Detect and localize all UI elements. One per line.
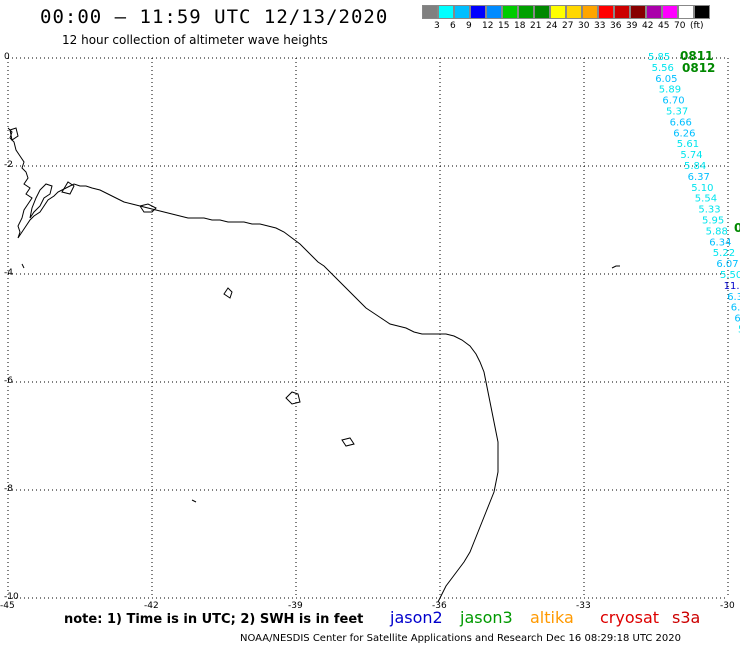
coastline-islands-north [9,127,75,219]
satellite-label-jason2: jason2 [390,608,443,627]
satellite-label-s3a: s3a [672,608,701,627]
wave-height-label: 5.37 [666,107,688,118]
legend-label: 36 [610,21,622,31]
wave-height-label: 6.34 [709,237,731,248]
legend-label: 70 [674,21,686,31]
island-5 [191,499,197,503]
wave-height-label: 5.88 [706,226,728,237]
legend-swatch [534,5,550,19]
island-1 [139,203,157,213]
wave-height-label: 5.85 [648,52,670,63]
graticule [7,57,729,599]
wave-height-label: 5.84 [684,161,706,172]
legend-swatch [678,5,694,19]
wave-height-label: 5.22 [713,248,735,259]
island-7 [21,263,25,269]
island-4 [341,437,355,447]
satellite-label-cryosat: cryosat [600,608,660,627]
legend-label: 24 [546,21,558,31]
map-title: 00:00 – 11:59 UTC 12/13/2020 [40,6,389,28]
legend-swatch [502,5,518,19]
altimeter-track: 081108125.855.566.055.896.705.376.666.26… [648,49,740,336]
wave-height-label: 5.74 [680,150,702,161]
legend-swatch [438,5,454,19]
legend-swatch [550,5,566,19]
track-edge-marker: 0 [734,221,740,235]
y-tick-label: -6 [4,376,13,386]
legend-label: 30 [578,21,590,31]
island-3 [285,391,301,405]
legend-swatch [422,5,438,19]
legend-label: 12 [482,21,494,31]
island-6 [611,265,620,269]
x-tick-label: -42 [144,601,159,611]
wave-height-label: 5.56 [652,63,674,74]
satellite-label-jason3: jason3 [460,608,513,627]
wave-height-label: 6.70 [662,96,684,107]
legend-swatch [646,5,662,19]
legend-label: 33 [594,21,606,31]
track-time-label: 0811 [680,49,713,63]
legend-label: 3 [434,21,440,31]
legend-swatch [614,5,630,19]
legend-swatch [518,5,534,19]
x-tick-label: -36 [432,601,447,611]
footer-credit: NOAA/NESDIS Center for Satellite Applica… [240,633,682,644]
legend-label: 27 [562,21,574,31]
legend-label: 45 [658,21,670,31]
legend-swatch [454,5,470,19]
legend-label: 42 [642,21,654,31]
map-subtitle: 12 hour collection of altimeter wave hei… [62,33,328,47]
wave-height-label: 6.66 [670,117,692,128]
x-tick-label: -39 [288,601,303,611]
legend-label: (ft) [690,21,704,31]
legend-label: 9 [466,21,472,31]
island-2 [223,287,233,299]
legend-swatch [470,5,486,19]
y-tick-label: -4 [4,268,13,278]
legend-swatch [486,5,502,19]
x-tick-label: -33 [576,601,591,611]
legend-swatch [598,5,614,19]
legend-label: 39 [626,21,638,31]
y-tick-label: -8 [4,484,13,494]
y-tick-label: 0 [4,52,10,62]
legend-swatch [566,5,582,19]
wave-height-label: 5.54 [695,194,717,205]
wave-height-label: 6.26 [673,128,695,139]
legend-label: 15 [498,21,510,31]
legend-swatch [630,5,646,19]
satellite-label-altika: altika [530,608,574,627]
wave-height-label: 5.61 [677,139,699,150]
coastline-brazil [7,127,499,603]
wave-height-label: 6.3 [727,292,740,303]
legend-label: 18 [514,21,526,31]
legend-label: 6 [450,21,456,31]
wave-height-label: 6.05 [655,74,677,85]
legend-swatch [582,5,598,19]
wave-height-label: 6.3 [731,303,740,314]
legend-swatch [662,5,678,19]
legend-label: 21 [530,21,542,31]
wave-height-label: 5.95 [702,216,724,227]
track-time-label: 0812 [682,61,715,75]
wave-height-label: 5.89 [659,85,681,96]
y-tick-label: -10 [4,592,19,602]
wave-height-label: 5.10 [691,183,713,194]
wave-height-label: 6.37 [688,172,710,183]
legend-swatch [694,5,710,19]
wave-height-label: 5.50 [720,270,740,281]
wave-height-label: 5.33 [698,205,720,216]
x-tick-label: -30 [720,601,735,611]
x-tick-label: -45 [0,601,15,611]
wave-height-label: 11.8 [724,281,740,292]
wave-height-label: 5 [738,325,740,336]
footer-note: note: 1) Time is in UTC; 2) SWH is in fe… [64,612,364,627]
color-legend [422,5,710,19]
wave-height-label: 6. [734,314,740,325]
y-tick-label: -2 [4,160,13,170]
wave-height-label: 6.07 [716,259,738,270]
